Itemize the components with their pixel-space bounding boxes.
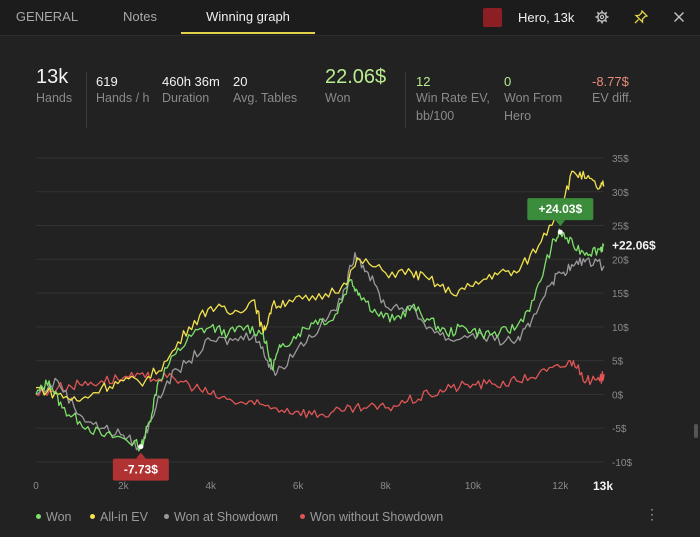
x-tick-label: 8k <box>380 481 392 492</box>
legend-item-won-at-showdown[interactable]: Won at Showdown <box>164 510 278 524</box>
stat-won-from-hero-label-2: Hero <box>504 109 532 123</box>
top-bar: GENERAL Notes Winning graph Hero, 13k <box>0 0 700 36</box>
stat-ev-diff-value: -8.77$ <box>592 74 629 89</box>
stat-divider <box>405 72 406 128</box>
stat-ev-diff-label: EV diff. <box>592 91 633 105</box>
stat-divider <box>86 72 87 128</box>
stat-avg-tables-value: 20 <box>233 74 248 89</box>
stat-won-from-hero-label-1: Won From <box>504 91 563 105</box>
y-tick-label: 0$ <box>612 390 624 401</box>
y-tick-label: 30$ <box>612 188 629 199</box>
close-icon[interactable] <box>670 8 688 26</box>
tab-notes[interactable]: Notes <box>123 9 157 24</box>
x-tick-label: 2k <box>118 481 130 492</box>
stat-won-from-hero: 0 Won From Hero <box>504 74 562 125</box>
legend-dot <box>90 514 95 520</box>
y-tick-label: 25$ <box>612 222 629 233</box>
y-tick-label: 20$ <box>612 255 629 266</box>
legend-label: Won without Showdown <box>310 510 444 524</box>
stat-ev-diff: -8.77$ EV diff. <box>592 74 632 107</box>
winning-graph-chart[interactable]: 35$ 30$ 25$ 20$ 15$ 10$ 5$ 0$ -5$ -10$ 0 2k 4k 6k 8k 10… <box>0 140 700 500</box>
peak-badge <box>527 198 594 221</box>
trough-marker <box>138 444 144 450</box>
stat-hands-per-hour: 619 Hands / h <box>96 74 150 107</box>
series-line-won <box>35 228 605 452</box>
stat-won-label: Won <box>325 91 351 105</box>
y-tick-label: -5$ <box>612 424 627 435</box>
peak-badge-label: +24.03$ <box>538 202 582 216</box>
trough-badge <box>112 458 169 481</box>
x-tick-label: 10k <box>465 481 482 492</box>
stat-duration-label: Duration <box>162 91 210 105</box>
stat-duration-value: 460h 36m <box>162 74 220 89</box>
legend-label: Won at Showdown <box>174 510 278 524</box>
series-line-won-at-showdown <box>35 251 605 451</box>
stat-hands-label: Hands <box>36 91 73 105</box>
tab-winning-graph[interactable]: Winning graph <box>181 0 315 34</box>
player-label: Hero, 13k <box>518 10 575 25</box>
trough-badge-pointer <box>135 452 146 459</box>
y-tick-label: -10$ <box>612 458 632 469</box>
end-value-label: +22.06$ <box>612 238 656 252</box>
x-tick-label: 4k <box>205 481 217 492</box>
stat-duration: 460h 36m Duration <box>162 74 220 107</box>
stats-panel: 13k Hands 619 Hands / h 460h 36m Duratio… <box>0 36 700 136</box>
legend-item-allin-ev[interactable]: All-in EV <box>90 510 148 524</box>
series-line-won-without-showdown <box>35 359 605 419</box>
series-line-all-in-ev <box>35 170 605 402</box>
y-tick-label: 10$ <box>612 323 629 334</box>
legend-item-won-without-showdown[interactable]: Won without Showdown <box>300 510 443 524</box>
legend-label: All-in EV <box>100 510 148 524</box>
pin-icon-svg <box>634 10 648 24</box>
trough-badge-label: -7.73$ <box>124 463 158 477</box>
stat-win-rate-ev-value: 12 <box>416 74 431 89</box>
close-icon-svg <box>674 12 684 22</box>
x-end-label: 13k <box>593 479 613 493</box>
stat-avg-tables: 20 Avg. Tables <box>233 74 297 107</box>
peak-badge-pointer <box>555 220 566 227</box>
stat-won-from-hero-value: 0 <box>504 74 512 89</box>
tab-general[interactable]: GENERAL <box>15 9 79 24</box>
stat-hands-per-hour-value: 619 <box>96 74 118 89</box>
legend-dot <box>300 514 305 520</box>
x-tick-label: 12k <box>552 481 569 492</box>
pin-icon[interactable] <box>632 8 650 26</box>
stat-hands: 13k Hands <box>36 66 72 107</box>
stat-won-value: 22.06$ <box>325 66 387 88</box>
stat-win-rate-ev: 12 Win Rate EV, bb/100 <box>416 74 490 125</box>
stat-won: 22.06$ Won <box>325 66 386 107</box>
more-options-icon[interactable]: ⋮ <box>645 506 659 522</box>
stat-hands-value: 13k <box>36 66 69 88</box>
y-tick-label: 15$ <box>612 289 629 300</box>
gear-icon[interactable] <box>593 8 611 26</box>
gear-icon-svg <box>595 10 609 24</box>
legend-dot <box>36 514 41 520</box>
x-tick-label: 6k <box>293 481 305 492</box>
stat-win-rate-ev-label-1: Win Rate EV, <box>416 91 490 105</box>
scrollbar-thumb[interactable] <box>694 424 698 438</box>
player-color-swatch[interactable] <box>483 8 502 27</box>
stat-hands-per-hour-label: Hands / h <box>96 91 150 105</box>
peak-marker <box>557 229 563 235</box>
legend-item-won[interactable]: Won <box>36 510 71 524</box>
legend-label: Won <box>46 510 72 524</box>
x-tick-label: 0 <box>33 481 39 492</box>
chart-legend: Won All-in EV Won at Showdown Won withou… <box>0 504 700 530</box>
stat-win-rate-ev-label-2: bb/100 <box>416 109 455 123</box>
y-tick-label: 35$ <box>612 154 629 165</box>
y-tick-label: 5$ <box>612 357 624 368</box>
stat-avg-tables-label: Avg. Tables <box>233 91 298 105</box>
legend-dot <box>164 514 169 520</box>
